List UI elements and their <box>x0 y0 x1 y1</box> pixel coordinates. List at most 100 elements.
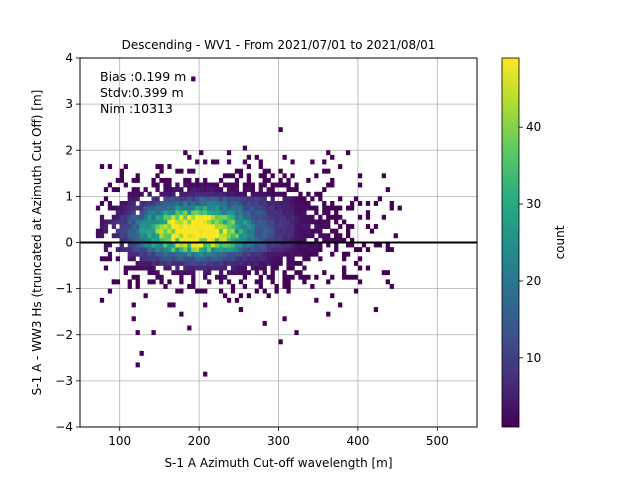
heatmap-cell <box>258 260 263 266</box>
heatmap-cell <box>230 284 236 289</box>
heatmap-cell <box>250 191 255 197</box>
heatmap-cell <box>310 251 315 257</box>
heatmap-cell <box>262 173 267 179</box>
heatmap-cell <box>338 224 343 229</box>
heatmap-cell <box>211 242 216 248</box>
heatmap-cell <box>211 265 216 271</box>
heatmap-cell <box>103 265 109 271</box>
heatmap-cell <box>298 224 303 229</box>
heatmap-cell <box>179 210 184 216</box>
heatmap-cell <box>175 214 180 220</box>
heatmap-cell <box>222 251 228 257</box>
heatmap-cell <box>218 288 224 294</box>
heatmap-cell <box>135 173 140 179</box>
heatmap-cell <box>107 219 113 225</box>
heatmap-cell <box>238 228 244 234</box>
heatmap-cell <box>131 219 136 225</box>
heatmap-cell <box>294 200 299 206</box>
heatmap-cell <box>246 210 252 216</box>
heatmap-cell <box>365 214 371 220</box>
heatmap-cell <box>294 330 299 336</box>
heatmap-cell <box>349 224 355 229</box>
heatmap-cell <box>266 205 271 211</box>
annotation-stdv: Stdv:0.399 m <box>100 85 184 100</box>
heatmap-cell <box>167 177 172 183</box>
heatmap-cell <box>314 274 319 280</box>
heatmap-cell <box>314 224 319 229</box>
heatmap-cell <box>115 233 120 239</box>
heatmap-cell <box>131 187 136 193</box>
heatmap-cell <box>369 228 375 234</box>
heatmap-cell <box>266 187 271 193</box>
heatmap-cell <box>167 265 172 271</box>
heatmap-cell <box>274 242 279 248</box>
heatmap-cell <box>159 164 164 169</box>
heatmap-cell <box>258 191 263 197</box>
heatmap-cell <box>242 242 248 248</box>
heatmap-cell <box>298 237 303 243</box>
heatmap-cell <box>222 210 228 216</box>
heatmap-cell <box>274 219 279 225</box>
heatmap-cell <box>238 214 244 220</box>
heatmap-cell <box>139 237 144 243</box>
x-axis-label: S-1 A Azimuth Cut-off wavelength [m] <box>164 456 392 470</box>
heatmap-cell <box>278 219 283 225</box>
heatmap-cell <box>298 247 303 253</box>
heatmap-cell <box>103 187 109 193</box>
heatmap-cell <box>334 233 339 239</box>
heatmap-cell <box>187 265 192 271</box>
heatmap-cell <box>218 196 224 202</box>
heatmap-cell <box>278 191 283 197</box>
heatmap-cell <box>302 256 307 262</box>
heatmap-cell <box>266 224 271 229</box>
heatmap-cell <box>302 214 307 220</box>
heatmap-cell <box>119 200 124 206</box>
heatmap-cell <box>135 274 140 280</box>
heatmap-cell <box>203 302 208 308</box>
heatmap-cell <box>214 274 220 280</box>
heatmap-cell <box>238 191 244 197</box>
heatmap-cell <box>147 265 152 271</box>
heatmap-cell <box>171 196 176 202</box>
heatmap-cell <box>191 251 196 257</box>
y-axis-ticks: −4 −3 −2 −1 0 1 2 3 4 <box>55 51 80 434</box>
heatmap-cell <box>270 200 275 206</box>
heatmap-cell <box>123 205 128 211</box>
heatmap-cell <box>298 270 303 276</box>
heatmap-cell <box>139 251 144 257</box>
heatmap-cell <box>155 205 160 211</box>
heatmap-cell <box>230 270 236 276</box>
heatmap-cell <box>115 177 120 183</box>
heatmap-cell <box>282 214 287 220</box>
heatmap-cell <box>290 256 295 262</box>
heatmap-cell <box>353 274 359 280</box>
heatmap-cell <box>155 200 160 206</box>
heatmap-cell <box>222 265 228 271</box>
heatmap-cell <box>290 237 295 243</box>
heatmap-cell <box>218 205 224 211</box>
heatmap-cell <box>270 274 275 280</box>
heatmap-cell <box>310 214 315 220</box>
heatmap-cell <box>226 219 232 225</box>
y-tick-label: 2 <box>65 143 73 157</box>
heatmap-cell <box>199 182 204 188</box>
heatmap-cell <box>246 228 252 234</box>
heatmap-cell <box>338 164 343 169</box>
heatmap-cell <box>151 270 156 276</box>
heatmap-cell <box>314 237 319 243</box>
heatmap-cell <box>111 187 117 193</box>
heatmap-cell <box>246 237 252 243</box>
x-tick-label: 200 <box>188 434 211 448</box>
heatmap-cell <box>127 233 132 239</box>
heatmap-cell <box>207 279 212 285</box>
heatmap-cell <box>242 265 248 271</box>
heatmap-cell <box>254 247 259 253</box>
heatmap-cell <box>127 247 132 253</box>
heatmap-cell <box>218 228 224 234</box>
heatmap-cell <box>195 260 200 266</box>
heatmap-cell <box>234 242 240 248</box>
heatmap-cell <box>306 251 311 257</box>
heatmap-cell <box>131 196 136 202</box>
heatmap-cell <box>397 205 402 211</box>
heatmap-cell <box>238 265 244 271</box>
